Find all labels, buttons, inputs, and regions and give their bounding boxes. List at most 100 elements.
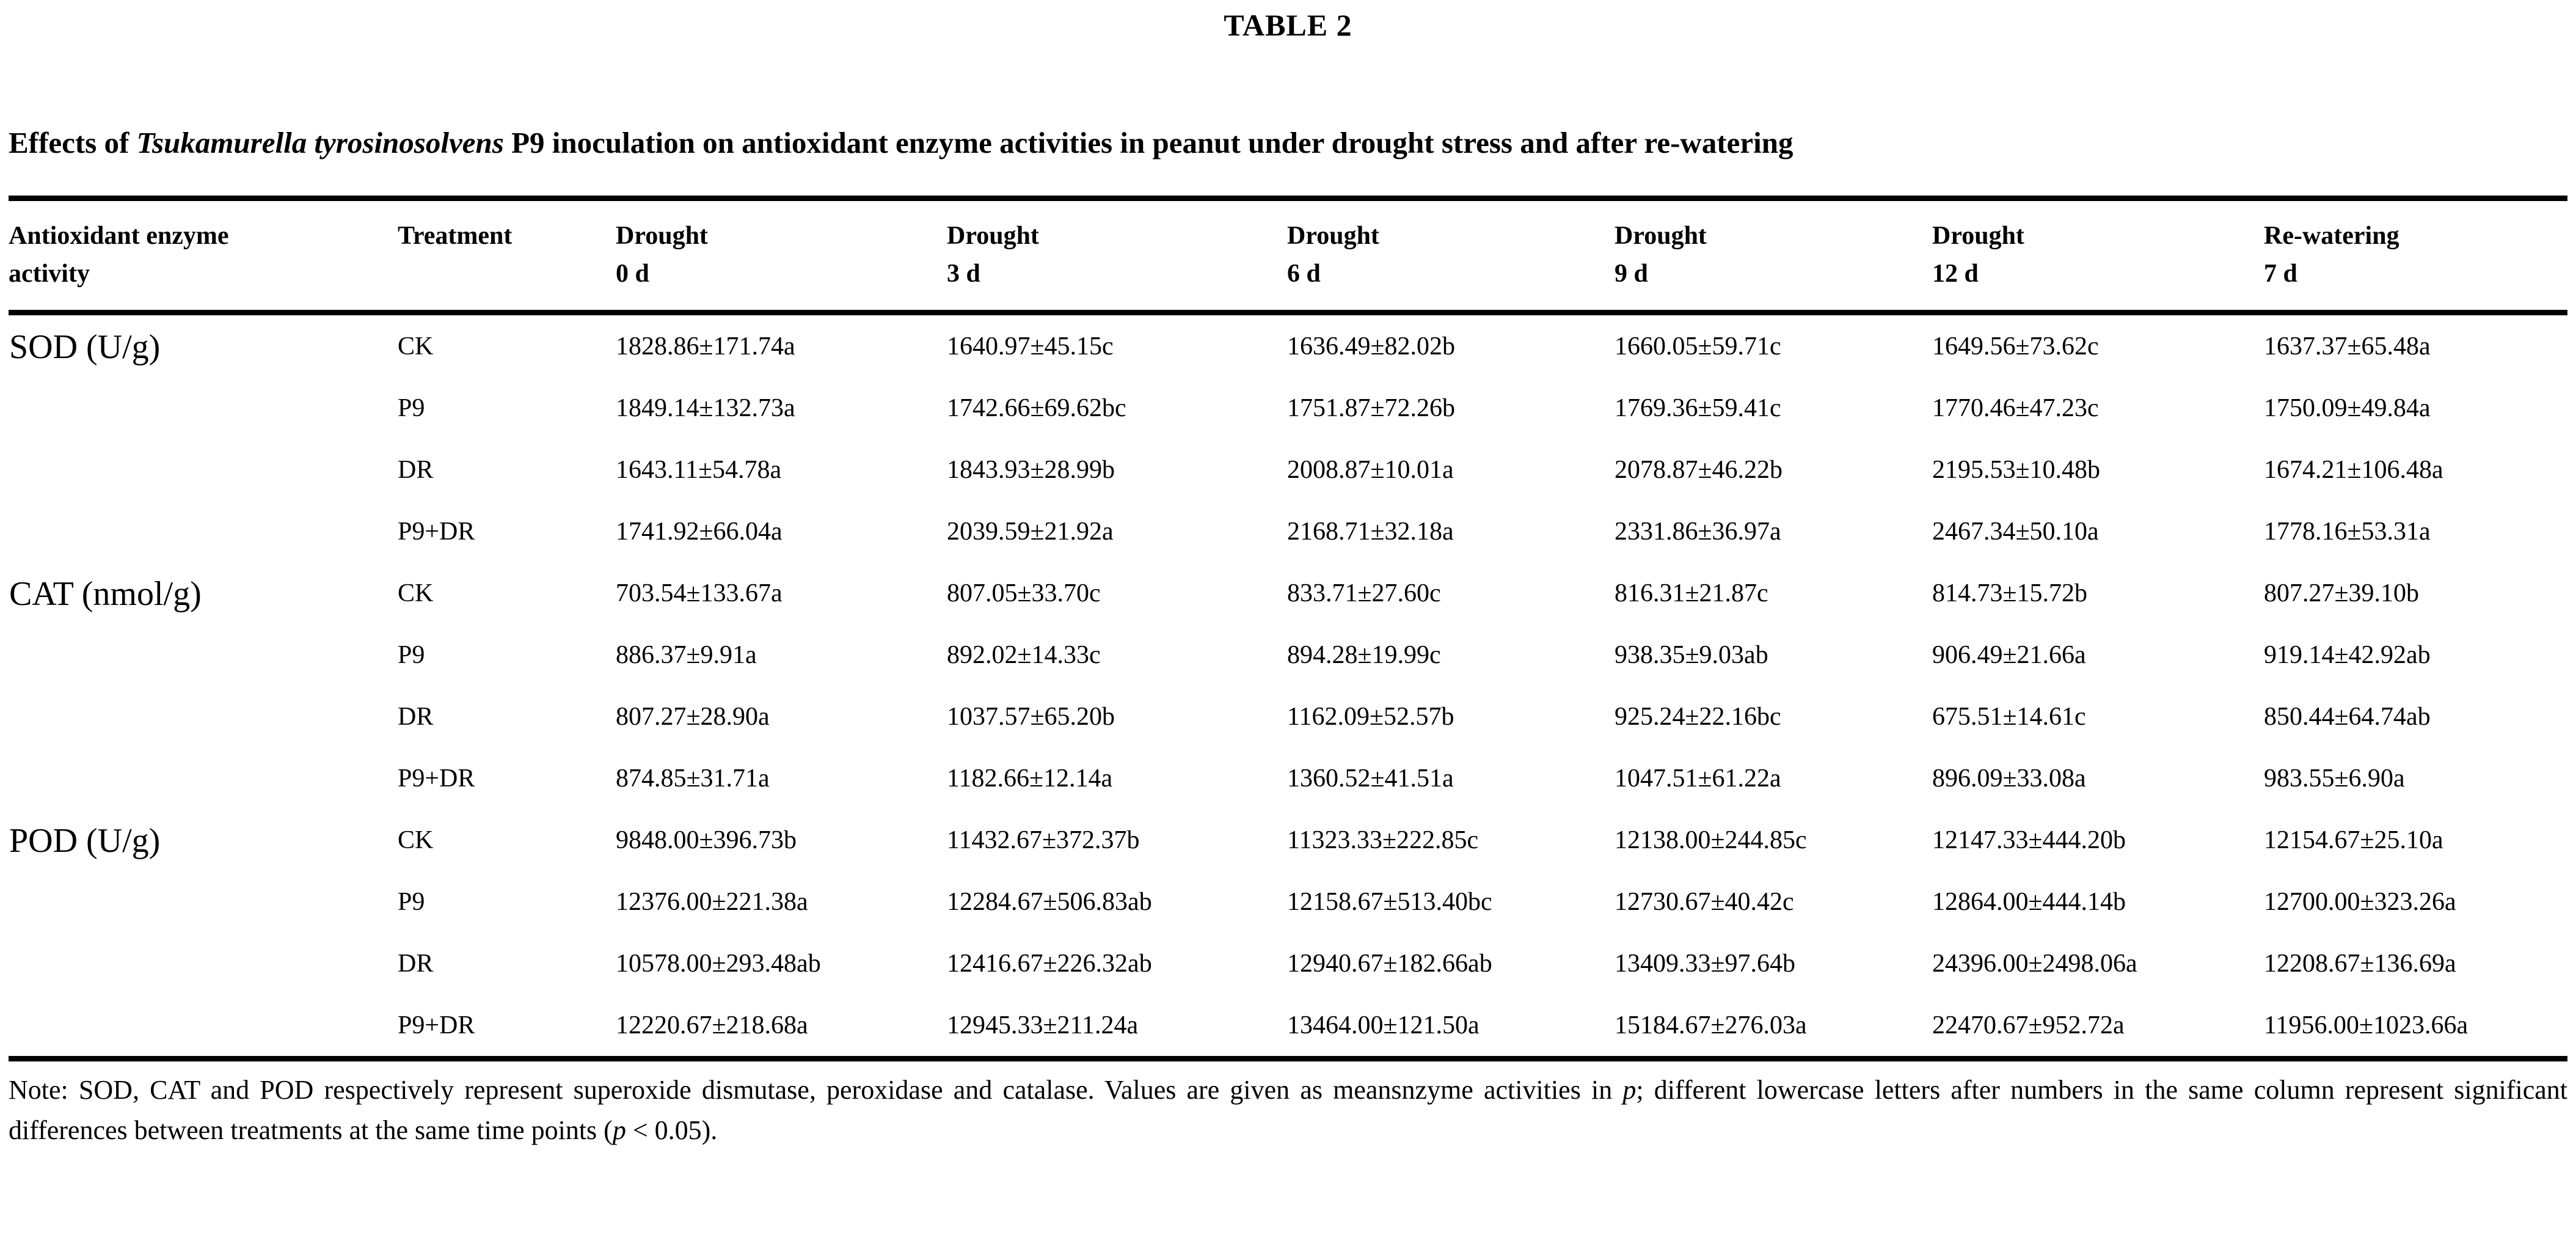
column-header-drought-12d: Drought 12 d: [1932, 198, 2264, 315]
value-cell: 1741.92±66.04a: [616, 517, 783, 546]
value-cell: 807.27±28.90a: [616, 702, 770, 731]
value-cell: 1360.52±41.51a: [1287, 764, 1454, 793]
treatment-cell: P9+DR: [398, 517, 475, 546]
value-cell: 2467.34±50.10a: [1932, 517, 2099, 546]
table-row: P9 1849.14±132.73a 1742.66±69.62bc 1751.…: [9, 377, 2567, 439]
value-cell: 1778.16±53.31a: [2264, 517, 2431, 546]
value-cell: 1828.86±171.74a: [616, 332, 795, 361]
table-caption: TABLE 2: [1224, 8, 1352, 42]
value-cell: 983.55±6.90a: [2264, 764, 2405, 793]
value-cell: 12284.67±506.83ab: [947, 887, 1152, 916]
table-row: DR 10578.00±293.48ab 12416.67±226.32ab 1…: [9, 933, 2567, 994]
value-cell: 896.09±33.08a: [1932, 764, 2086, 793]
column-header-enzyme-activity: Antioxidant enzyme activity: [9, 198, 398, 315]
treatment-cell: CK: [398, 826, 434, 854]
value-cell: 1182.66±12.14a: [947, 764, 1113, 793]
enzyme-group-label-sod: SOD (U/g): [9, 328, 161, 366]
table-title: Effects of Tsukamurella tyrosinosolvens …: [9, 111, 2567, 175]
treatment-cell: DR: [398, 949, 434, 978]
title-text-1: Effects of: [9, 126, 137, 159]
value-cell: 1843.93±28.99b: [947, 455, 1115, 484]
value-cell: 807.27±39.10b: [2264, 579, 2420, 607]
value-cell: 22470.67±952.72a: [1932, 1011, 2125, 1039]
table-row: P9 12376.00±221.38a 12284.67±506.83ab 12…: [9, 871, 2567, 933]
value-cell: 833.71±27.60c: [1287, 579, 1441, 607]
value-cell: 892.02±14.33c: [947, 640, 1101, 669]
value-cell: 814.73±15.72b: [1932, 579, 2088, 607]
value-cell: 2195.53±10.48b: [1932, 455, 2101, 484]
treatment-cell: P9+DR: [398, 1011, 475, 1039]
value-cell: 1751.87±72.26b: [1287, 394, 1456, 422]
value-cell: 12416.67±226.32ab: [947, 949, 1152, 978]
value-cell: 1849.14±132.73a: [616, 394, 795, 422]
value-cell: 850.44±64.74ab: [2264, 702, 2431, 731]
value-cell: 874.85±31.71a: [616, 764, 770, 793]
value-cell: 13409.33±97.64b: [1615, 949, 1796, 978]
table-row: DR 1643.11±54.78a 1843.93±28.99b 2008.87…: [9, 439, 2567, 500]
value-cell: 2039.59±21.92a: [947, 517, 1114, 546]
value-cell: 1637.37±65.48a: [2264, 332, 2431, 361]
value-cell: 12376.00±221.38a: [616, 887, 808, 916]
value-cell: 1649.56±73.62c: [1932, 332, 2099, 361]
value-cell: 807.05±33.70c: [947, 579, 1101, 607]
value-cell: 12730.67±40.42c: [1615, 887, 1794, 916]
value-cell: 2008.87±10.01a: [1287, 455, 1454, 484]
value-cell: 12945.33±211.24a: [947, 1011, 1139, 1039]
table-row: P9+DR 1741.92±66.04a 2039.59±21.92a 2168…: [9, 500, 2567, 562]
treatment-cell: P9: [398, 394, 425, 422]
value-cell: 886.37±9.91a: [616, 640, 757, 669]
value-cell: 1640.97±45.15c: [947, 332, 1114, 361]
treatment-cell: P9: [398, 887, 425, 916]
enzyme-group-label-cat: CAT (nmol/g): [9, 575, 202, 613]
note-text-1: Note: SOD, CAT and POD respectively repr…: [9, 1075, 1623, 1105]
value-cell: 12208.67±136.69a: [2264, 949, 2456, 978]
value-cell: 1674.21±106.48a: [2264, 455, 2443, 484]
value-cell: 13464.00±121.50a: [1287, 1011, 1480, 1039]
value-cell: 816.31±21.87c: [1615, 579, 1768, 607]
value-cell: 1643.11±54.78a: [616, 455, 782, 484]
value-cell: 2078.87±46.22b: [1615, 455, 1783, 484]
value-cell: 12220.67±218.68a: [616, 1011, 808, 1039]
value-cell: 1742.66±69.62bc: [947, 394, 1126, 422]
value-cell: 1750.09±49.84a: [2264, 394, 2431, 422]
column-header-treatment: Treatment: [398, 198, 616, 315]
treatment-cell: P9: [398, 640, 425, 669]
treatment-cell: DR: [398, 455, 434, 484]
column-header-rewatering-7d: Re-watering 7 d: [2264, 198, 2567, 315]
note-text-2: ; different lowercase letters after numb…: [9, 1075, 2567, 1145]
note-text-3: < 0.05).: [626, 1115, 718, 1145]
value-cell: 906.49±21.66a: [1932, 640, 2086, 669]
note-italic-p-1: p: [1622, 1075, 1636, 1105]
value-cell: 1037.57±65.20b: [947, 702, 1115, 731]
value-cell: 919.14±42.92ab: [2264, 640, 2431, 669]
value-cell: 12154.67±25.10a: [2264, 826, 2443, 854]
column-header-drought-0d: Drought 0 d: [616, 198, 947, 315]
value-cell: 11323.33±222.85c: [1287, 826, 1479, 854]
value-cell: 703.54±133.67a: [616, 579, 783, 607]
header-row: Antioxidant enzyme activity Treatment Dro…: [9, 198, 2567, 315]
value-cell: 1770.46±47.23c: [1932, 394, 2099, 422]
treatment-cell: P9+DR: [398, 764, 475, 793]
value-cell: 12138.00±244.85c: [1615, 826, 1807, 854]
paper-table-page: TABLE 2 Effects of Tsukamurella tyrosino…: [9, 8, 2567, 1151]
value-cell: 9848.00±396.73b: [616, 826, 797, 854]
treatment-cell: DR: [398, 702, 434, 731]
column-header-drought-6d: Drought 6 d: [1287, 198, 1615, 315]
value-cell: 15184.67±276.03a: [1615, 1011, 1807, 1039]
value-cell: 1660.05±59.71c: [1615, 332, 1781, 361]
column-header-drought-9d: Drought 9 d: [1615, 198, 1932, 315]
treatment-cell: CK: [398, 579, 434, 607]
title-text-2: P9 inoculation on antioxidant enzyme act…: [503, 126, 1793, 159]
value-cell: 894.28±19.99c: [1287, 640, 1441, 669]
value-cell: 2168.71±32.18a: [1287, 517, 1454, 546]
value-cell: 1636.49±82.02b: [1287, 332, 1456, 361]
note-italic-p-2: p: [612, 1115, 626, 1145]
value-cell: 1769.36±59.41c: [1615, 394, 1781, 422]
table-note: Note: SOD, CAT and POD respectively repr…: [9, 1070, 2567, 1151]
data-table: Antioxidant enzyme activity Treatment Dro…: [9, 196, 2567, 1061]
table-row: CAT (nmol/g) CK 703.54±133.67a 807.05±33…: [9, 562, 2567, 624]
value-cell: 2331.86±36.97a: [1615, 517, 1781, 546]
value-cell: 24396.00±2498.06a: [1932, 949, 2137, 978]
value-cell: 12147.33±444.20b: [1932, 826, 2126, 854]
value-cell: 11432.67±372.37b: [947, 826, 1140, 854]
